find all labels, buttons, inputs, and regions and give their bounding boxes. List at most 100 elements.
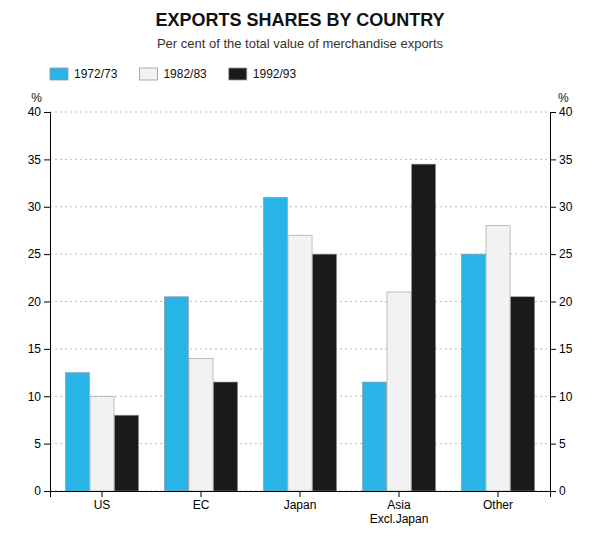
y-tick-mark bbox=[44, 302, 50, 303]
y-tick-label: 25 bbox=[28, 247, 42, 261]
y2-tick-mark bbox=[550, 159, 556, 160]
y-tick-label: 40 bbox=[28, 105, 42, 119]
bar bbox=[214, 382, 238, 491]
y2-tick-label: 0 bbox=[559, 484, 566, 498]
y-tick-label: 10 bbox=[28, 390, 42, 404]
chart: EXPORTS SHARES BY COUNTRYPer cent of the… bbox=[0, 0, 600, 553]
y-tick-mark bbox=[44, 491, 50, 492]
x-tick-label: US bbox=[94, 498, 111, 512]
x-tick-mark bbox=[498, 491, 499, 497]
bar bbox=[90, 396, 114, 491]
bar bbox=[486, 226, 510, 491]
y-tick-label: 35 bbox=[28, 153, 42, 167]
legend-swatch bbox=[139, 68, 157, 80]
y2-tick: 35 bbox=[550, 153, 573, 167]
y2-tick-label: 30 bbox=[559, 200, 573, 214]
y2-tick-mark bbox=[550, 112, 556, 113]
bars bbox=[65, 164, 534, 491]
legend-swatch bbox=[229, 68, 247, 80]
legend-label: 1982/83 bbox=[163, 67, 207, 81]
x-tick: Japan bbox=[284, 491, 317, 512]
legend-item: 1992/93 bbox=[229, 67, 297, 81]
bar-series bbox=[90, 226, 510, 491]
y2-tick-mark bbox=[550, 302, 556, 303]
bar bbox=[412, 164, 436, 491]
y-tick: 40 bbox=[28, 105, 50, 119]
y-tick-mark bbox=[44, 254, 50, 255]
y-tick-label: 15 bbox=[28, 342, 42, 356]
x-tick-label: AsiaExcl.Japan bbox=[370, 498, 429, 526]
y-axis: 0 5 10 15 20 25 30 35 40 bbox=[28, 105, 51, 498]
y-tick-mark bbox=[44, 112, 50, 113]
y-axis-line bbox=[44, 113, 51, 492]
x-axis-line bbox=[51, 492, 551, 498]
y-tick: 35 bbox=[28, 153, 50, 167]
y-tick-label: 20 bbox=[28, 295, 42, 309]
legend-label: 1972/73 bbox=[74, 67, 118, 81]
grid bbox=[50, 112, 550, 491]
subtitle: Per cent of the total value of merchandi… bbox=[157, 36, 444, 51]
y-tick: 25 bbox=[28, 247, 50, 261]
x-axis: US EC Japan AsiaExcl.Japan Other bbox=[51, 491, 551, 526]
y-tick-label: 0 bbox=[34, 484, 41, 498]
x-tick: EC bbox=[193, 491, 210, 512]
grid-line bbox=[50, 112, 550, 113]
y2-tick-mark bbox=[550, 254, 556, 255]
bar bbox=[313, 254, 337, 491]
y2-tick-label: 25 bbox=[559, 247, 573, 261]
bar bbox=[65, 373, 89, 491]
legend-label: 1992/93 bbox=[253, 67, 297, 81]
y2-tick-label: 20 bbox=[559, 295, 573, 309]
y2-tick-label: 5 bbox=[559, 437, 566, 451]
x-tick-mark bbox=[101, 491, 102, 497]
x-tick-label: Other bbox=[483, 498, 513, 512]
y-tick-mark bbox=[44, 444, 50, 445]
x-tick-label: Japan bbox=[284, 498, 317, 512]
y-tick: 30 bbox=[28, 200, 50, 214]
y2-tick-mark bbox=[550, 396, 556, 397]
plot-area: 0 5 10 15 20 25 30 35 40 0 5 10 15 20 25 30 35 40 US EC Japa… bbox=[28, 105, 573, 526]
y2-tick-mark bbox=[550, 207, 556, 208]
legend-item: 1982/83 bbox=[139, 67, 207, 81]
y-tick: 15 bbox=[28, 342, 50, 356]
y2-tick-label: 10 bbox=[559, 390, 573, 404]
y2-tick: 40 bbox=[550, 105, 573, 119]
y2-axis-label: % bbox=[558, 91, 569, 105]
bar-series bbox=[115, 164, 535, 491]
x-tick: AsiaExcl.Japan bbox=[370, 491, 429, 526]
y-tick-label: 30 bbox=[28, 200, 42, 214]
y-tick-mark bbox=[44, 207, 50, 208]
y2-tick: 5 bbox=[550, 437, 566, 451]
y2-tick-mark bbox=[550, 349, 556, 350]
bar bbox=[288, 235, 312, 491]
y-tick: 0 bbox=[34, 484, 50, 498]
y-tick-mark bbox=[44, 396, 50, 397]
y2-axis: 0 5 10 15 20 25 30 35 40 bbox=[550, 105, 573, 498]
y-tick-mark bbox=[44, 349, 50, 350]
x-tick: Other bbox=[483, 491, 513, 512]
x-tick-mark bbox=[300, 491, 301, 497]
y-tick: 5 bbox=[34, 437, 50, 451]
x-tick-mark bbox=[200, 491, 201, 497]
y2-tick: 15 bbox=[550, 342, 573, 356]
grid-line bbox=[50, 159, 550, 160]
y2-tick: 30 bbox=[550, 200, 573, 214]
bar bbox=[263, 197, 287, 491]
legend-item: 1972/73 bbox=[50, 67, 118, 81]
bar bbox=[511, 297, 535, 491]
y-axis-label: % bbox=[31, 91, 42, 105]
y2-tick: 20 bbox=[550, 295, 573, 309]
x-tick-label: EC bbox=[193, 498, 210, 512]
y-tick-mark bbox=[44, 159, 50, 160]
y2-tick: 25 bbox=[550, 247, 573, 261]
legend-swatch bbox=[50, 68, 68, 80]
y2-tick: 0 bbox=[550, 484, 566, 498]
bar bbox=[189, 358, 213, 491]
bar bbox=[115, 415, 139, 491]
y2-tick-label: 15 bbox=[559, 342, 573, 356]
y-tick: 10 bbox=[28, 390, 50, 404]
y2-tick-label: 35 bbox=[559, 153, 573, 167]
bar bbox=[164, 297, 188, 491]
y-tick: 20 bbox=[28, 295, 50, 309]
grid-line bbox=[50, 206, 550, 207]
